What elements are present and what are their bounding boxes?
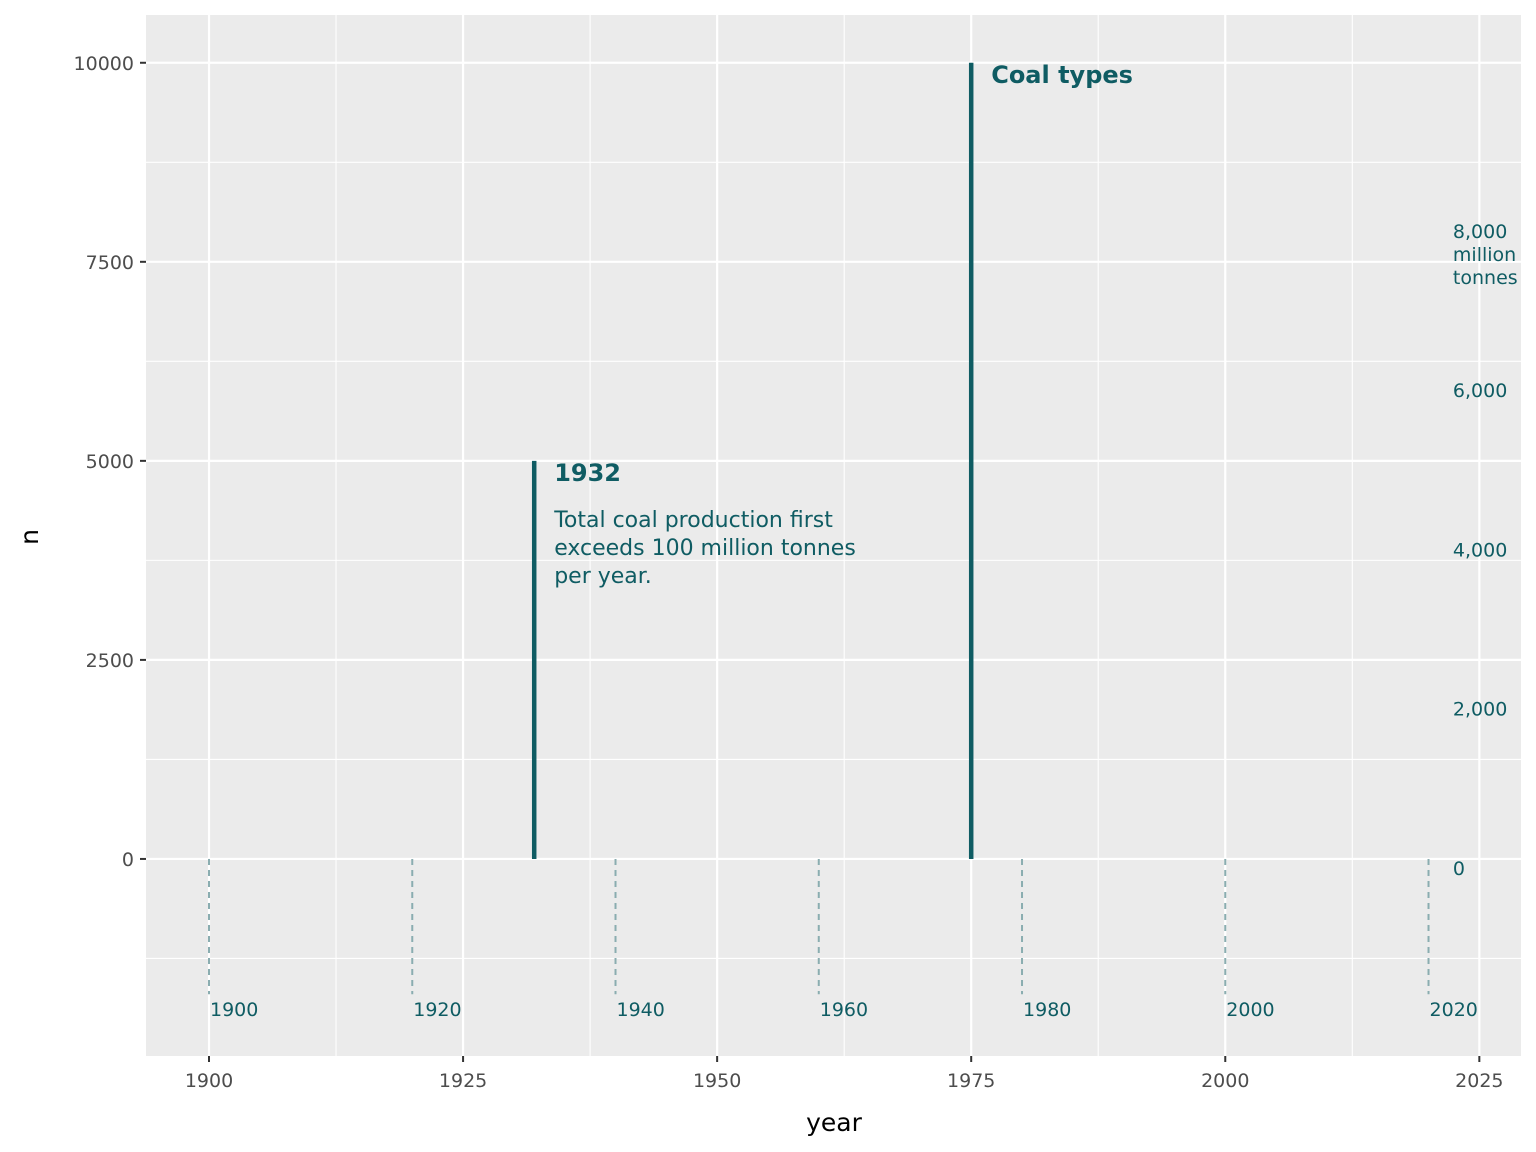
- y-axis-title: n: [15, 529, 44, 545]
- decade-marker-label: 1960: [820, 999, 868, 1021]
- secondary-scale-label: 8,000: [1453, 221, 1507, 243]
- decade-marker-label: 1920: [413, 999, 461, 1021]
- x-tick-label: 2000: [1201, 1070, 1249, 1092]
- axes: 1900 1925 1950 1975 2000 2025 0 2500 5000 7500 100…: [74, 53, 1504, 1092]
- event-description-line: exceeds 100 million tonnes: [554, 536, 856, 561]
- secondary-scale-label: 6,000: [1453, 380, 1507, 402]
- event-title: Coal types: [991, 61, 1133, 89]
- y-tick-label: 0: [122, 849, 134, 871]
- y-tick-label: 5000: [86, 451, 134, 473]
- decade-marker-label: 1900: [210, 999, 258, 1021]
- secondary-scale-label: 2,000: [1453, 699, 1507, 721]
- decade-marker-label: 2020: [1430, 999, 1478, 1021]
- x-tick-label: 1925: [439, 1070, 487, 1092]
- y-tick-label: 10000: [74, 53, 134, 75]
- decade-marker-label: 1980: [1023, 999, 1071, 1021]
- x-tick-label: 2025: [1455, 1070, 1503, 1092]
- x-tick-label: 1900: [185, 1070, 233, 1092]
- secondary-scale-label: 4,000: [1453, 539, 1507, 561]
- secondary-scale-label: 0: [1453, 858, 1465, 880]
- secondary-scale-unit: tonnes: [1453, 267, 1518, 289]
- event-title: 1932: [554, 459, 621, 487]
- y-tick-label: 7500: [86, 252, 134, 274]
- event-description-line: per year.: [554, 564, 652, 589]
- x-tick-label: 1950: [693, 1070, 741, 1092]
- y-tick-label: 2500: [86, 650, 134, 672]
- event-description-line: Total coal production first: [553, 508, 833, 533]
- chart-marks: 1900 1920 1940 1960 1980 2000 2020 1932 Total co…: [208, 61, 1518, 1021]
- plot-panel: [146, 15, 1521, 1056]
- secondary-scale-unit: million: [1453, 244, 1516, 266]
- x-tick-label: 1975: [947, 1070, 995, 1092]
- decade-marker-label: 2000: [1226, 999, 1274, 1021]
- x-axis-title: year: [806, 1108, 862, 1137]
- decade-marker-label: 1940: [617, 999, 665, 1021]
